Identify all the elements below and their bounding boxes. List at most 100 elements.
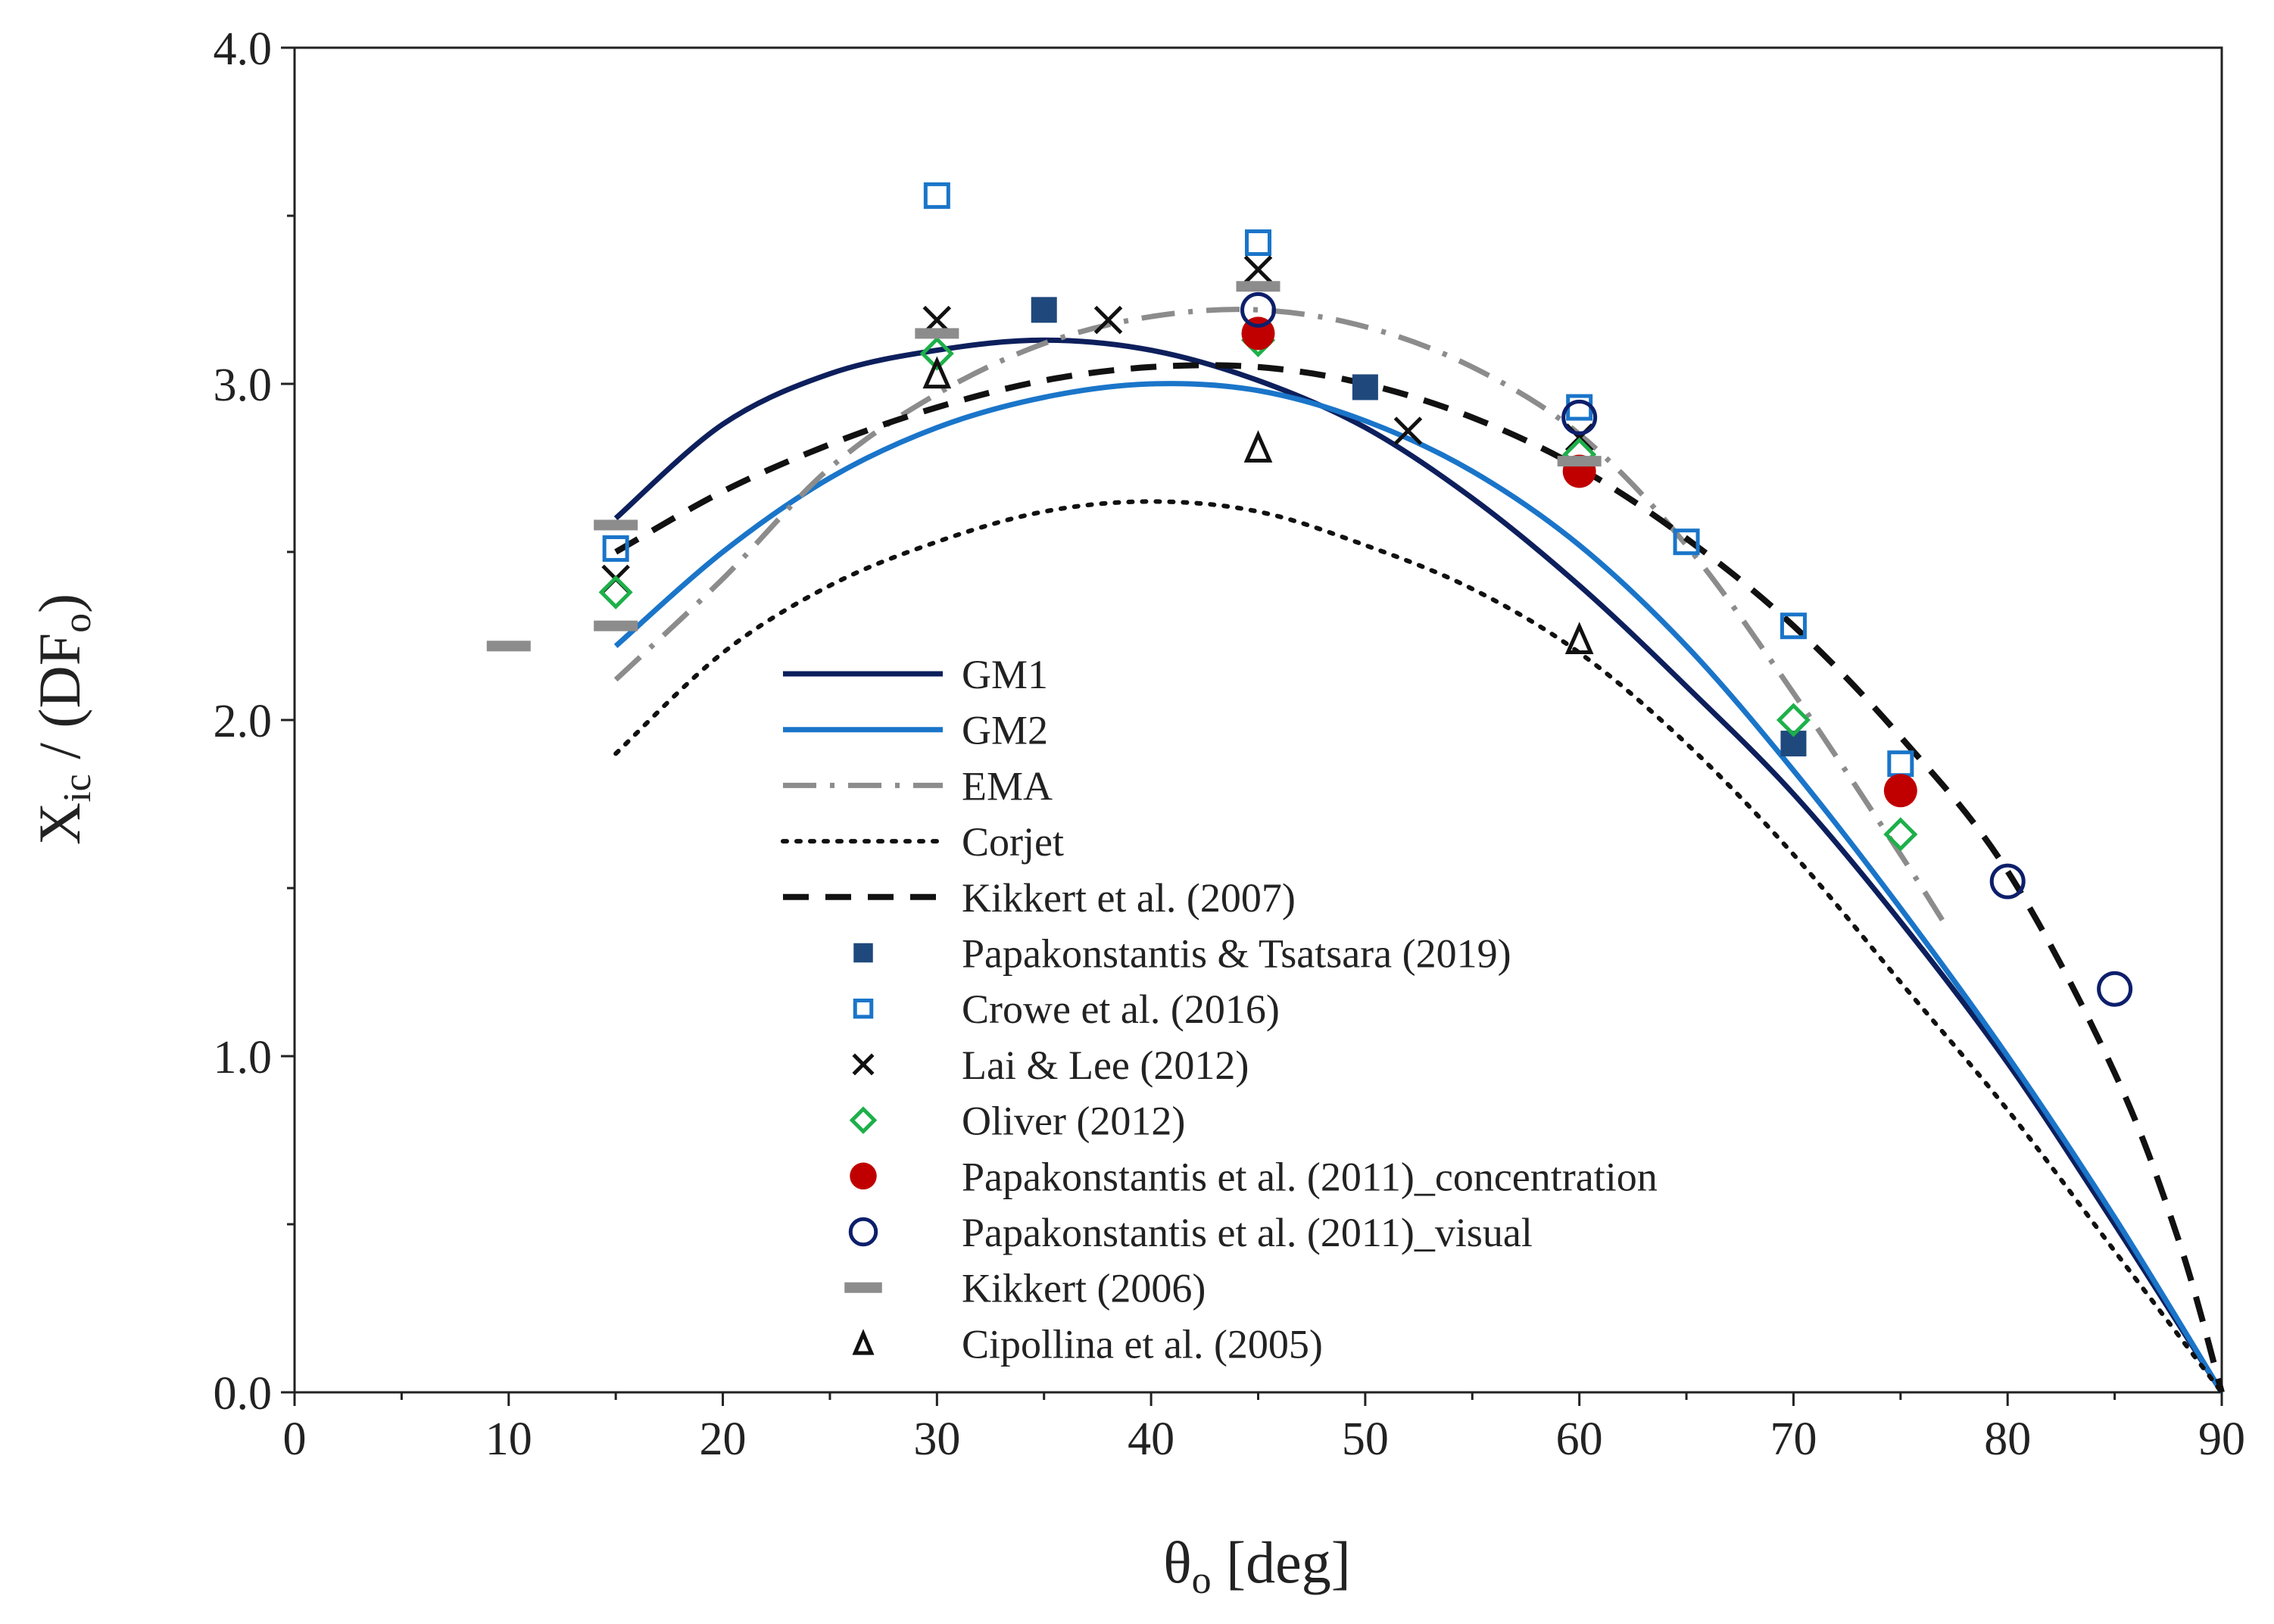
x-label-rest: [deg] xyxy=(1212,1529,1351,1595)
legend-label: Lai & Lee (2012) xyxy=(962,1043,1249,1088)
x-marker xyxy=(1093,305,1123,335)
legend-marker-crowe-et-al-2016 xyxy=(853,998,874,1019)
y-tick-label: 2.0 xyxy=(214,696,273,747)
y-axis-label: Xic / (DFo) xyxy=(27,594,99,845)
point-crowe-et-al-2016 xyxy=(602,535,629,563)
y-tick-label: 4.0 xyxy=(214,23,273,75)
legend-marker-papakonstantis-et-al-2011-visual xyxy=(848,1217,878,1247)
square-open-marker xyxy=(602,535,629,563)
dash-marker xyxy=(486,641,531,652)
x-tick-label: 60 xyxy=(1556,1414,1603,1465)
y-tick-label: 3.0 xyxy=(214,360,273,411)
x-label-sub: o xyxy=(1192,1559,1212,1602)
point-crowe-et-al-2016 xyxy=(1673,528,1700,556)
legend-label: Kikkert (2006) xyxy=(962,1266,1206,1311)
axes: 0 10 20 30 40 50 60 70 80 90 0.0 1.0 2.0 3.0 4.0 xyxy=(214,23,2246,1465)
circle-open-marker xyxy=(2097,971,2133,1007)
square-open-marker xyxy=(853,998,874,1019)
point-papakonstantis-et-al-2011-visual xyxy=(1561,399,1598,435)
point-crowe-et-al-2016 xyxy=(1245,229,1271,257)
point-papakonstantis-et-al-2011-visual xyxy=(2097,971,2133,1007)
y-label-main: X xyxy=(27,803,92,845)
circle-open-marker xyxy=(1561,399,1598,435)
points xyxy=(486,182,2133,1007)
point-lai-lee-2012 xyxy=(1093,305,1123,335)
point-kikkert-2006 xyxy=(1236,281,1280,292)
y-label-sub2: o xyxy=(56,613,99,633)
circle-open-marker xyxy=(848,1217,878,1247)
legend-label: Kikkert et al. (2007) xyxy=(962,875,1296,921)
point-cipollina-et-al-2005 xyxy=(1243,430,1273,463)
curve-ema xyxy=(613,307,1946,924)
x-tick-label: 90 xyxy=(2198,1414,2245,1465)
x-tick-label: 0 xyxy=(283,1414,307,1465)
legend-label: Crowe et al. (2016) xyxy=(962,987,1280,1032)
legend-marker-oliver-2012 xyxy=(849,1106,878,1134)
x-marker xyxy=(852,1053,875,1076)
x-tick-label: 50 xyxy=(1342,1414,1389,1465)
point-cipollina-et-al-2005 xyxy=(922,356,952,389)
diamond-open-marker xyxy=(1776,703,1811,737)
legend-label: GM2 xyxy=(962,708,1048,753)
y-label-mid: / (DF xyxy=(27,633,92,774)
circle-open-marker xyxy=(1989,863,2026,899)
point-papakonstantis-tsatsara-2019 xyxy=(1031,297,1057,323)
point-oliver-2012 xyxy=(1883,817,1918,852)
legend-label: EMA xyxy=(962,763,1053,809)
point-kikkert-2006 xyxy=(594,519,638,531)
x-marker xyxy=(1393,416,1423,445)
square-open-marker xyxy=(1780,613,1807,640)
curve-corjet xyxy=(613,499,2224,1395)
diamond-open-marker xyxy=(598,575,633,609)
legend: GM1 GM2 EMA Corjet Kikkert et al. (2007) Papa… xyxy=(781,652,1658,1367)
point-kikkert-2006 xyxy=(486,641,531,652)
legend-label: Papakonstantis et al. (2011)_visual xyxy=(962,1210,1533,1255)
legend-label: Papakonstantis et al. (2011)_concentrati… xyxy=(962,1154,1658,1199)
dash-marker xyxy=(594,519,638,531)
square-filled-marker xyxy=(853,943,873,963)
diamond-open-marker xyxy=(1883,817,1918,852)
x-tick-label: 70 xyxy=(1770,1414,1817,1465)
x-tick-label: 30 xyxy=(913,1414,960,1465)
diamond-open-marker xyxy=(919,336,954,371)
x-label-main: θ xyxy=(1163,1529,1191,1595)
point-lai-lee-2012 xyxy=(1243,255,1273,284)
legend-marker-kikkert-2006 xyxy=(844,1282,882,1293)
x-tick-label: 10 xyxy=(485,1414,532,1465)
dash-marker xyxy=(915,328,959,339)
y-tick-label: 1.0 xyxy=(214,1032,273,1083)
dash-marker xyxy=(844,1282,882,1293)
triangle-open-marker xyxy=(1564,622,1594,654)
x-tick-label: 80 xyxy=(1984,1414,2031,1465)
triangle-open-marker xyxy=(1243,430,1273,463)
point-crowe-et-al-2016 xyxy=(1780,613,1807,640)
point-papakonstantis-et-al-2011-visual xyxy=(1240,291,1276,328)
square-open-marker xyxy=(923,182,950,209)
dash-marker xyxy=(1236,281,1280,292)
legend-label: Corjet xyxy=(962,819,1064,865)
point-crowe-et-al-2016 xyxy=(923,182,950,209)
point-crowe-et-al-2016 xyxy=(1887,750,1914,778)
point-oliver-2012 xyxy=(598,575,633,609)
diamond-open-marker xyxy=(849,1106,878,1134)
legend-marker-lai-lee-2012 xyxy=(852,1053,875,1076)
y-label-sub: ic xyxy=(56,774,99,803)
square-open-marker xyxy=(1673,528,1700,556)
square-filled-marker xyxy=(1031,297,1057,323)
curve-gm1 xyxy=(613,337,2224,1394)
circle-filled-marker xyxy=(1883,774,1917,808)
x-axis-label: θo [deg] xyxy=(1163,1529,1350,1602)
x-tick-label: 20 xyxy=(700,1414,747,1465)
legend-marker-papakonstantis-tsatsara-2019 xyxy=(853,943,873,963)
square-open-marker xyxy=(1245,229,1271,257)
circle-open-marker xyxy=(1240,291,1276,328)
dash-marker xyxy=(1557,456,1602,467)
point-crowe-et-al-2016 xyxy=(1566,394,1593,421)
x-marker xyxy=(1243,255,1273,284)
point-cipollina-et-al-2005 xyxy=(1564,622,1594,654)
point-kikkert-2006 xyxy=(594,620,638,631)
point-kikkert-2006 xyxy=(915,328,959,339)
triangle-open-marker xyxy=(922,356,952,389)
dash-marker xyxy=(594,620,638,631)
